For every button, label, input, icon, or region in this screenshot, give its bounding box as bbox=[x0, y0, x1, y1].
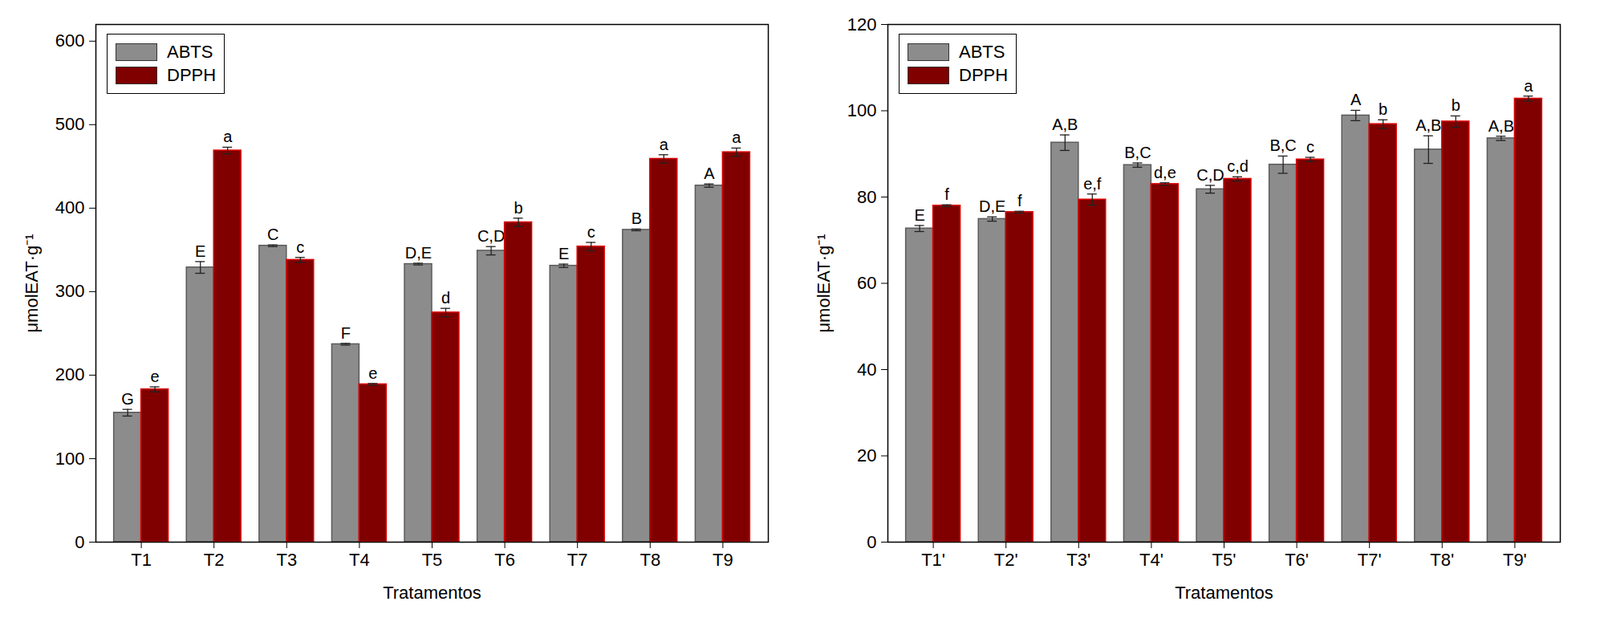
svg-text:a: a bbox=[223, 127, 233, 146]
svg-text:f: f bbox=[1017, 191, 1023, 210]
svg-text:T8: T8 bbox=[639, 549, 661, 570]
svg-text:T5': T5' bbox=[1212, 549, 1237, 570]
svg-text:A,B: A,B bbox=[1488, 117, 1515, 135]
svg-text:b: b bbox=[1451, 96, 1461, 114]
svg-text:F: F bbox=[341, 324, 351, 342]
svg-text:d,e: d,e bbox=[1153, 163, 1177, 182]
svg-text:B,C: B,C bbox=[1124, 143, 1151, 162]
svg-text:a: a bbox=[659, 135, 670, 154]
svg-text:c: c bbox=[296, 238, 305, 256]
svg-text:T8': T8' bbox=[1429, 549, 1454, 570]
svg-text:A,B: A,B bbox=[1051, 115, 1078, 134]
svg-text:μmolEAT·g⁻¹: μmolEAT·g⁻¹ bbox=[813, 233, 834, 333]
svg-text:e: e bbox=[368, 364, 378, 382]
svg-text:T2: T2 bbox=[203, 549, 225, 570]
svg-text:80: 80 bbox=[856, 186, 877, 208]
svg-text:60: 60 bbox=[856, 272, 877, 293]
svg-text:c: c bbox=[587, 223, 596, 241]
svg-text:Tratamentos: Tratamentos bbox=[382, 582, 482, 603]
svg-text:c,d: c,d bbox=[1226, 157, 1249, 175]
svg-text:Tratamentos: Tratamentos bbox=[1174, 582, 1274, 603]
svg-text:E: E bbox=[194, 242, 206, 260]
svg-text:C,D: C,D bbox=[477, 227, 505, 245]
svg-text:D,E: D,E bbox=[405, 243, 432, 262]
svg-text:C: C bbox=[267, 225, 279, 244]
svg-text:b: b bbox=[1378, 100, 1388, 118]
svg-text:400: 400 bbox=[55, 197, 86, 218]
svg-text:0: 0 bbox=[74, 531, 85, 553]
svg-text:T3: T3 bbox=[276, 549, 297, 570]
svg-text:B: B bbox=[631, 209, 642, 228]
html-text:DPPH: DPPH bbox=[166, 64, 216, 86]
svg-text:T1': T1' bbox=[921, 549, 946, 570]
svg-text:20: 20 bbox=[856, 445, 877, 466]
html-text:ABTS: ABTS bbox=[166, 41, 214, 62]
svg-text:300: 300 bbox=[55, 280, 86, 301]
svg-text:T6': T6' bbox=[1284, 549, 1309, 570]
svg-text:E: E bbox=[558, 244, 569, 263]
html-text:ABTS: ABTS bbox=[958, 41, 1006, 62]
svg-text:A: A bbox=[1350, 90, 1362, 109]
svg-text:e,f: e,f bbox=[1083, 174, 1102, 193]
svg-text:600: 600 bbox=[55, 30, 86, 51]
svg-text:E: E bbox=[913, 206, 925, 224]
svg-text:100: 100 bbox=[55, 448, 86, 469]
html-text:DPPH: DPPH bbox=[958, 64, 1008, 86]
svg-text:0: 0 bbox=[866, 531, 877, 553]
svg-text:40: 40 bbox=[856, 359, 877, 380]
svg-text:T4: T4 bbox=[349, 549, 370, 570]
svg-text:T2': T2' bbox=[994, 549, 1019, 570]
svg-text:b: b bbox=[514, 198, 524, 217]
svg-text:T6: T6 bbox=[494, 549, 516, 570]
svg-text:e: e bbox=[150, 367, 160, 386]
svg-text:T7': T7' bbox=[1357, 549, 1382, 570]
svg-text:120: 120 bbox=[847, 14, 878, 35]
svg-text:T4': T4' bbox=[1139, 549, 1164, 570]
svg-text:B,C: B,C bbox=[1269, 136, 1296, 155]
svg-text:f: f bbox=[944, 185, 950, 204]
svg-text:T7: T7 bbox=[567, 549, 589, 570]
svg-text:100: 100 bbox=[847, 100, 878, 121]
svg-text:T3': T3' bbox=[1066, 549, 1091, 570]
svg-text:T9': T9' bbox=[1502, 549, 1527, 570]
svg-text:a: a bbox=[731, 128, 742, 147]
svg-text:C,D: C,D bbox=[1196, 166, 1224, 184]
svg-text:T1: T1 bbox=[130, 549, 152, 570]
svg-text:c: c bbox=[1306, 138, 1315, 156]
svg-text:T5: T5 bbox=[422, 549, 443, 570]
svg-text:G: G bbox=[121, 389, 135, 408]
svg-text:D,E: D,E bbox=[978, 197, 1006, 216]
svg-text:a: a bbox=[1523, 77, 1534, 95]
svg-text:A: A bbox=[703, 164, 715, 183]
svg-text:A,B: A,B bbox=[1415, 116, 1442, 135]
svg-text:T9: T9 bbox=[712, 549, 734, 570]
svg-text:μmolEAT·g⁻¹: μmolEAT·g⁻¹ bbox=[21, 233, 42, 333]
svg-text:d: d bbox=[441, 288, 451, 307]
svg-text:500: 500 bbox=[55, 113, 86, 135]
svg-text:200: 200 bbox=[55, 364, 86, 385]
